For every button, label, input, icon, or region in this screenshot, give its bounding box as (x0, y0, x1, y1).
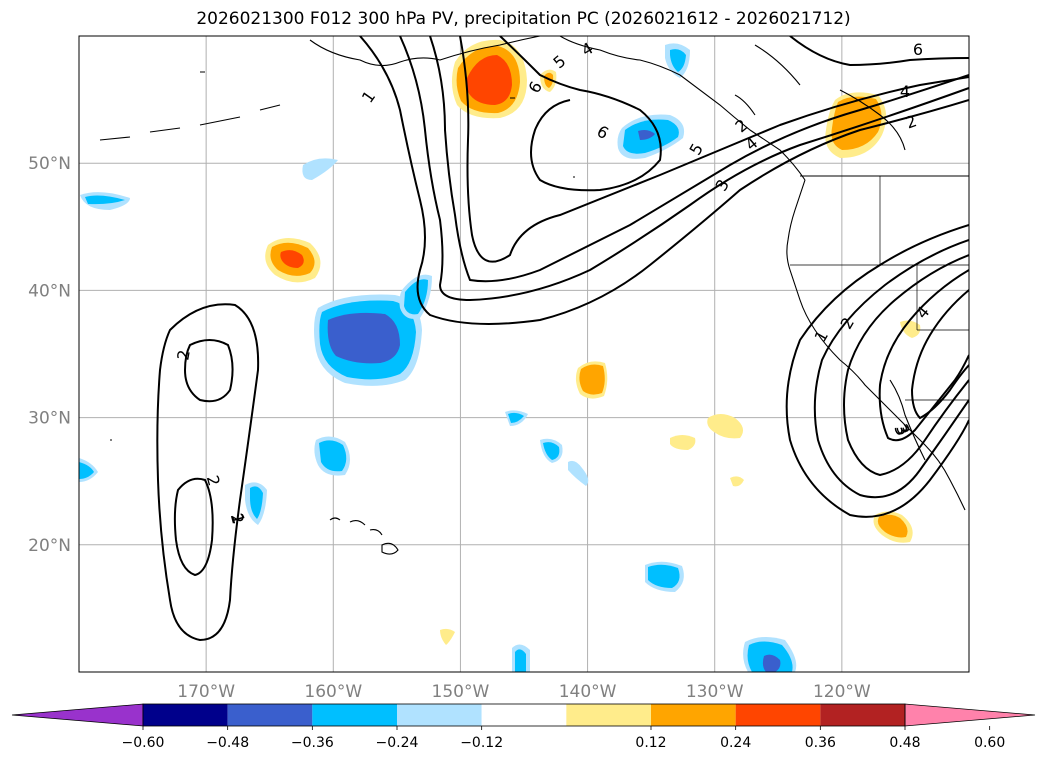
map-frame (78, 35, 970, 673)
contour-label: 5 (685, 140, 707, 158)
contour-label: 4 (741, 133, 761, 154)
colorbar-tick-label: −0.36 (291, 735, 334, 751)
colorbar-extend-high (904, 703, 1036, 727)
lon-label: 150°W (432, 682, 490, 702)
contour-label: 4 (578, 38, 596, 60)
precip-blob-west (265, 237, 321, 283)
colorbar-tick-label: −0.48 (206, 735, 249, 751)
lon-label: 170°W (177, 682, 235, 702)
contour-label: 1 (358, 87, 379, 106)
coastlines (99, 36, 969, 555)
colorbar-segment (735, 704, 821, 726)
precip-blob-small-north (540, 69, 557, 92)
lat-label: 50°N (28, 154, 71, 174)
contour-label: 6 (913, 40, 923, 59)
precip-blob-west-large (314, 274, 432, 386)
colorbar-extend-low (11, 703, 144, 727)
colorbar-tick-label: 0.60 (974, 735, 1005, 751)
colorbar-tick-label: −0.60 (122, 735, 165, 751)
contour-label: 2 (227, 511, 248, 526)
lon-label: 160°W (304, 682, 362, 702)
precip-blob-misc-blue (79, 158, 797, 672)
contour-label: 4 (900, 82, 910, 101)
colorbar-segment (820, 704, 905, 726)
colorbar-segment (651, 704, 736, 726)
contour-label: 2 (203, 473, 224, 488)
colorbar-tick-label: 0.36 (805, 735, 836, 751)
lon-label: 120°W (813, 682, 871, 702)
contour-label: 5 (549, 51, 569, 72)
colorbar: −0.60 −0.48 −0.36 −0.24 −0.12 0.12 0.24 0.36 0.4… (11, 703, 1036, 751)
colorbar-segment (312, 704, 397, 726)
contour-label: 2 (173, 348, 193, 361)
colorbar-tick-label: 0.48 (889, 735, 920, 751)
colorbar-tick-label: 0.12 (635, 735, 666, 751)
precip-blob-center (575, 361, 608, 399)
longitude-axis: 170°W 160°W 150°W 140°W 130°W 120°W (177, 682, 871, 702)
precip-blob-north-center (451, 39, 527, 119)
contour-label: 1 (810, 327, 832, 345)
pv-contours (156, 36, 969, 642)
colorbar-segment (566, 704, 651, 726)
lon-label: 140°W (559, 682, 617, 702)
contour-label: 6 (594, 121, 612, 143)
colorbar-tick-label: −0.12 (460, 735, 503, 751)
lon-label: 130°W (686, 682, 744, 702)
colorbar-segment (397, 704, 482, 726)
lat-label: 20°N (28, 536, 71, 556)
map-title: 2026021300 F012 300 hPa PV, precipitatio… (196, 9, 851, 29)
colorbar-segment (481, 704, 567, 726)
colorbar-segment (227, 704, 313, 726)
contour-label: 1 (228, 511, 249, 526)
lat-label: 40°N (28, 281, 71, 301)
precip-blob-north-blue (617, 43, 690, 159)
graticule (79, 36, 969, 672)
latitude-axis: 50°N 40°N 30°N 20°N (28, 154, 71, 556)
colorbar-frame (142, 703, 906, 727)
lat-label: 30°N (28, 409, 71, 429)
colorbar-tick-label: −0.24 (376, 735, 419, 751)
colorbar-tick-label: 0.24 (720, 735, 751, 751)
colorbar-segment (143, 704, 228, 726)
